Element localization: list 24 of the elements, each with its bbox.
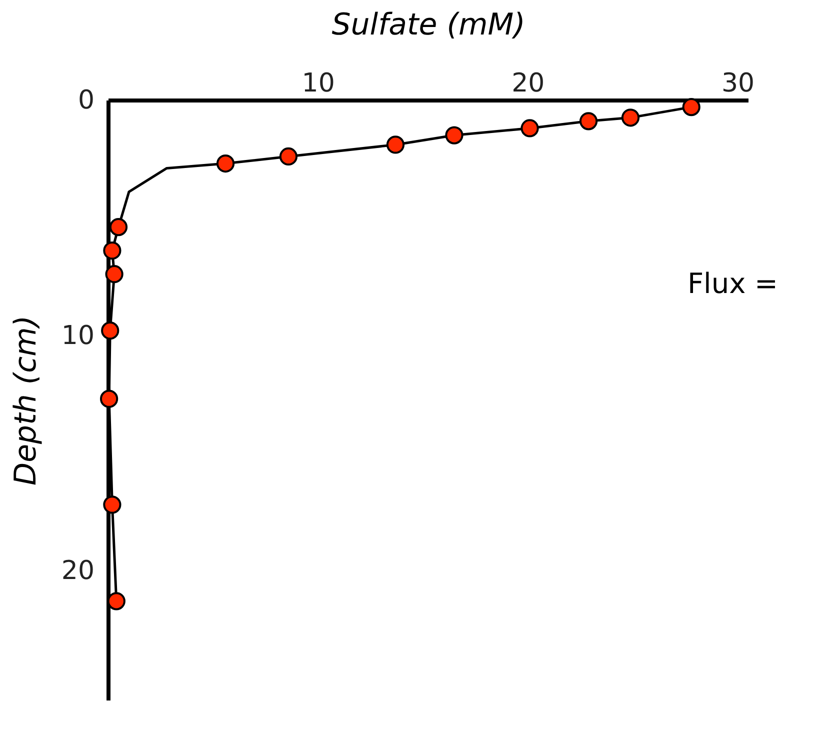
x-axis-title: Sulfate (mM) bbox=[332, 8, 526, 42]
x-tick-label: 10 bbox=[302, 68, 335, 98]
point bbox=[105, 265, 124, 284]
x-tick-label: 30 bbox=[721, 68, 755, 98]
annotation: Flux = bbox=[687, 267, 778, 300]
point bbox=[445, 126, 464, 144]
y-tick-label: 10 bbox=[61, 320, 94, 351]
point bbox=[107, 592, 126, 610]
x-tick-label: 20 bbox=[512, 68, 545, 98]
point bbox=[216, 154, 235, 173]
point bbox=[103, 496, 122, 514]
point bbox=[682, 98, 700, 116]
point bbox=[579, 112, 598, 130]
point bbox=[103, 242, 122, 260]
point bbox=[279, 147, 298, 166]
point bbox=[100, 390, 118, 408]
point bbox=[621, 108, 640, 127]
y-tick-label: 20 bbox=[61, 556, 94, 586]
point bbox=[386, 136, 405, 154]
point bbox=[109, 218, 128, 236]
y-tick-label: 0 bbox=[78, 86, 94, 116]
point bbox=[520, 119, 539, 138]
point bbox=[101, 322, 120, 340]
y-axis-title: Depth (cm) bbox=[8, 315, 44, 486]
